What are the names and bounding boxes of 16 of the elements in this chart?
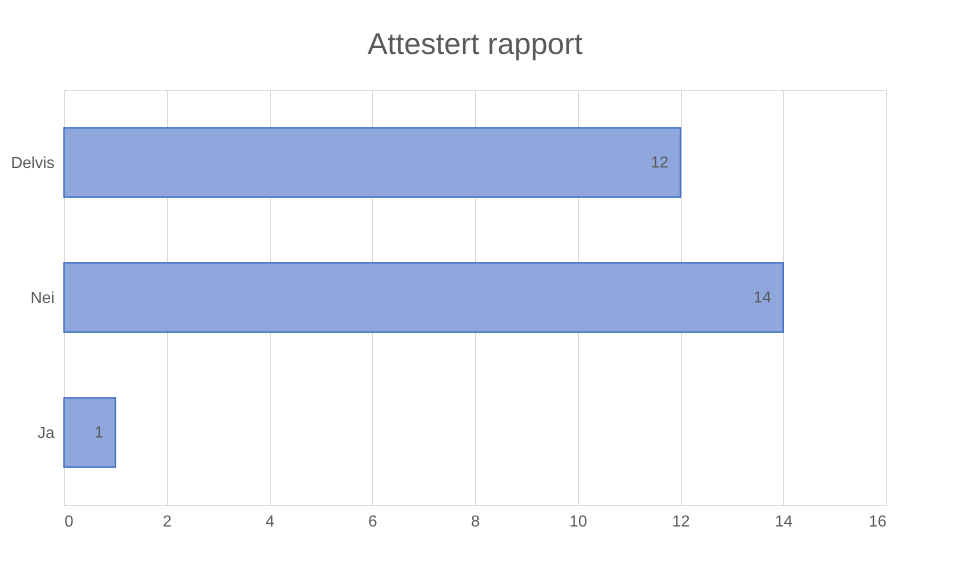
x-tick-label: 0 [64, 514, 74, 530]
x-tick-label: 14 [774, 514, 793, 530]
chart-title: Attestert rapport [367, 28, 584, 61]
x-tick-label: 16 [868, 514, 887, 530]
x-tick-label: 10 [569, 514, 588, 530]
x-tick-label: 2 [162, 514, 172, 530]
data-label: 14 [753, 290, 772, 306]
y-tick-label: Nei [30, 290, 54, 307]
x-tick-label: 6 [368, 514, 378, 530]
x-tick-label: 8 [471, 514, 480, 530]
x-tick-label: 4 [266, 514, 275, 530]
y-tick-label: Ja [38, 425, 55, 442]
y-tick-label: Delvis [10, 155, 54, 172]
x-tick-label: 12 [672, 514, 690, 530]
data-label: 1 [94, 424, 104, 442]
data-label: 12 [650, 154, 669, 172]
